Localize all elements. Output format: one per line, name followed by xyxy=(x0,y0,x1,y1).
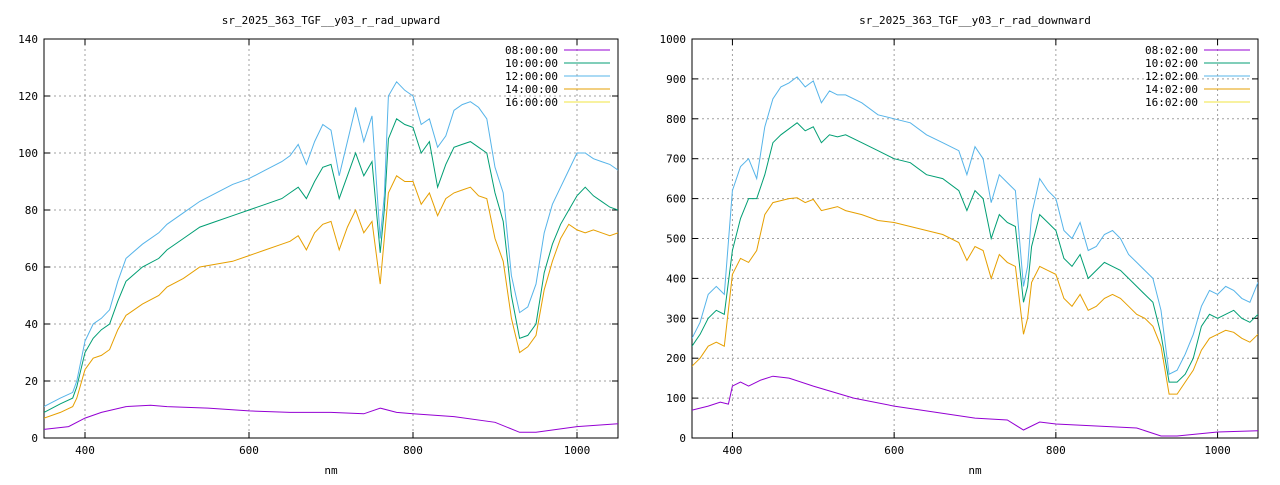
y-tick-label: 800 xyxy=(666,113,686,126)
chart-panel-2: sr_2025_363_TGF__y03_r_rad_downward 400 60… xyxy=(660,14,1259,477)
legend-label: 12:02:00 xyxy=(1145,70,1198,83)
series-line-080000 xyxy=(44,404,618,433)
x-tick-label: 800 xyxy=(1046,444,1066,457)
y-tick-label: 120 xyxy=(18,90,38,103)
x-tick-label: 800 xyxy=(403,444,423,457)
y-tick-label: 1000 xyxy=(660,33,687,46)
x-axis-label: nm xyxy=(324,464,338,477)
series-line-140000 xyxy=(44,175,618,419)
series-line-100000 xyxy=(44,118,618,413)
y-tick-label: 140 xyxy=(18,33,38,46)
legend-label: 08:00:00 xyxy=(505,44,558,57)
series-line-080200 xyxy=(692,375,1258,437)
series-line-100200 xyxy=(692,122,1258,383)
x-tick-label: 400 xyxy=(75,444,95,457)
legend-label: 08:02:00 xyxy=(1145,44,1198,57)
series-line-120200 xyxy=(692,76,1258,375)
series-line-120000 xyxy=(44,80,618,408)
y-tick-label: 100 xyxy=(18,147,38,160)
y-tick-label: 200 xyxy=(666,352,686,365)
chart-title: sr_2025_363_TGF__y03_r_rad_downward xyxy=(859,14,1091,27)
y-tick-label: 400 xyxy=(666,272,686,285)
y-tick-label: 700 xyxy=(666,153,686,166)
y-tick-label: 60 xyxy=(25,261,38,274)
y-tick-label: 0 xyxy=(31,432,38,445)
x-tick-label: 400 xyxy=(722,444,742,457)
x-tick-label: 600 xyxy=(884,444,904,457)
y-tick-label: 100 xyxy=(666,392,686,405)
legend-label: 16:02:00 xyxy=(1145,96,1198,109)
legend-label: 10:00:00 xyxy=(505,57,558,70)
y-tick-label: 0 xyxy=(679,432,686,445)
y-tick-label: 20 xyxy=(25,375,38,388)
chart-title: sr_2025_363_TGF__y03_r_rad_upward xyxy=(222,14,441,27)
x-tick-label: 600 xyxy=(239,444,259,457)
y-tick-label: 600 xyxy=(666,193,686,206)
plot-frame xyxy=(43,38,619,439)
series-line-140200 xyxy=(692,197,1258,395)
x-axis-label: nm xyxy=(968,464,982,477)
legend-label: 16:00:00 xyxy=(505,96,558,109)
x-tick-label: 1000 xyxy=(1204,444,1231,457)
legend-label: 14:02:00 xyxy=(1145,83,1198,96)
y-tick-label: 300 xyxy=(666,312,686,325)
x-tick-label: 1000 xyxy=(564,444,591,457)
legend-label: 10:02:00 xyxy=(1145,57,1198,70)
legend-label: 14:00:00 xyxy=(505,83,558,96)
y-tick-label: 900 xyxy=(666,73,686,86)
y-tick-label: 80 xyxy=(25,204,38,217)
y-tick-label: 40 xyxy=(25,318,38,331)
y-tick-label: 500 xyxy=(666,233,686,246)
legend-label: 12:00:00 xyxy=(505,70,558,83)
